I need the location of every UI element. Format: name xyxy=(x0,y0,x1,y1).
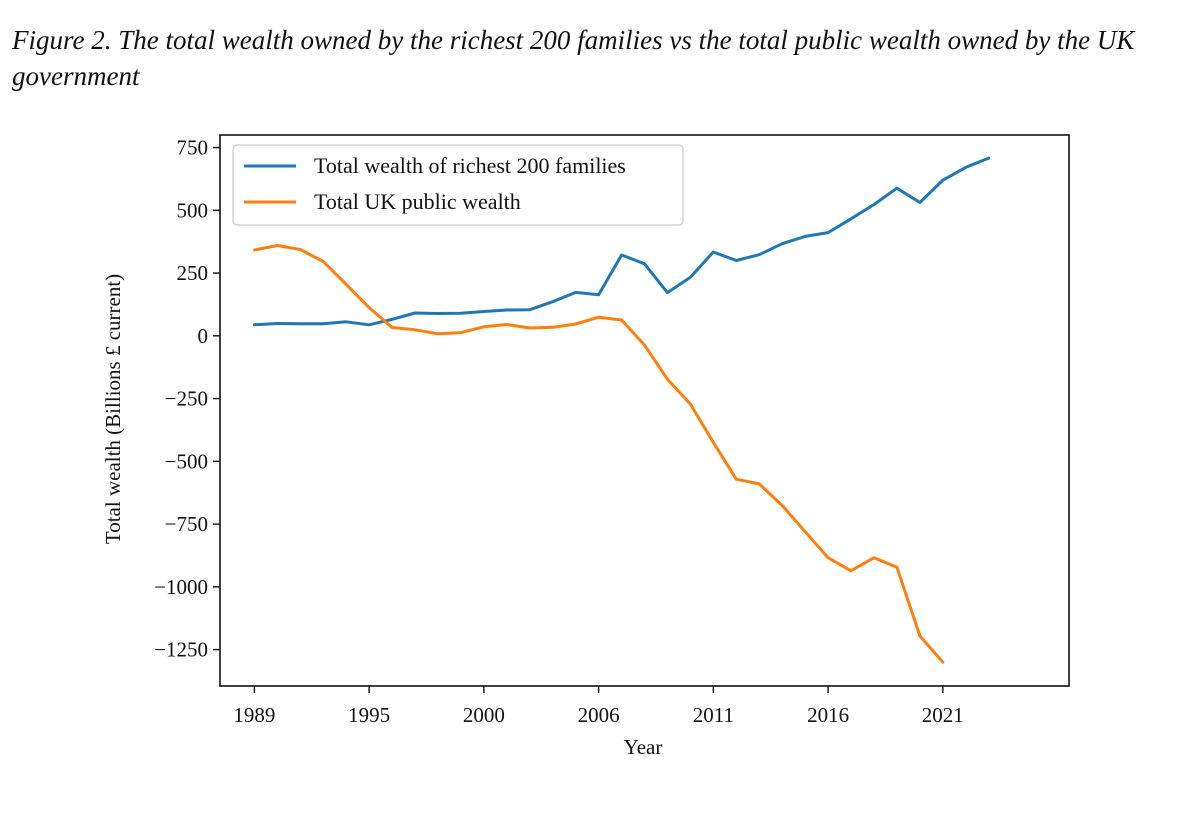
x-tick-label: 2011 xyxy=(693,703,734,727)
x-tick-label: 1995 xyxy=(348,703,390,727)
y-tick-label: −500 xyxy=(165,449,208,473)
y-tick-label: −250 xyxy=(165,387,208,411)
x-tick-label: 1989 xyxy=(233,703,275,727)
x-axis-label: Year xyxy=(624,735,663,759)
figure-caption: Figure 2. The total wealth owned by the … xyxy=(12,25,1135,91)
x-tick-label: 2000 xyxy=(463,703,505,727)
y-tick-label: −1250 xyxy=(154,638,208,662)
y-tick-label: −1000 xyxy=(154,575,208,599)
axes: 750 500 250 0 −250 −500 −750 −1000 −1250 1989 1995… xyxy=(154,134,1070,727)
y-tick-label: 0 xyxy=(198,324,209,348)
x-tick-label: 2016 xyxy=(807,703,849,727)
y-tick-label: 250 xyxy=(177,261,209,285)
legend-label: Total wealth of richest 200 families xyxy=(314,153,626,178)
y-tick-label: 500 xyxy=(177,198,209,222)
x-tick-label: 2006 xyxy=(578,703,620,727)
x-tick-label: 2021 xyxy=(922,703,964,727)
y-axis-label: Total wealth (Billions £ current) xyxy=(101,274,125,544)
series-line-2 xyxy=(252,244,945,664)
series-lines xyxy=(252,156,991,664)
legend-label: Total UK public wealth xyxy=(314,189,521,214)
y-tick-label: 750 xyxy=(177,136,209,160)
plot-frame xyxy=(219,134,1070,687)
y-tick-label: −750 xyxy=(165,512,208,536)
legend: Total wealth of richest 200 families Tota… xyxy=(232,144,684,226)
series-line-1 xyxy=(252,156,991,327)
legend-box xyxy=(232,144,684,226)
